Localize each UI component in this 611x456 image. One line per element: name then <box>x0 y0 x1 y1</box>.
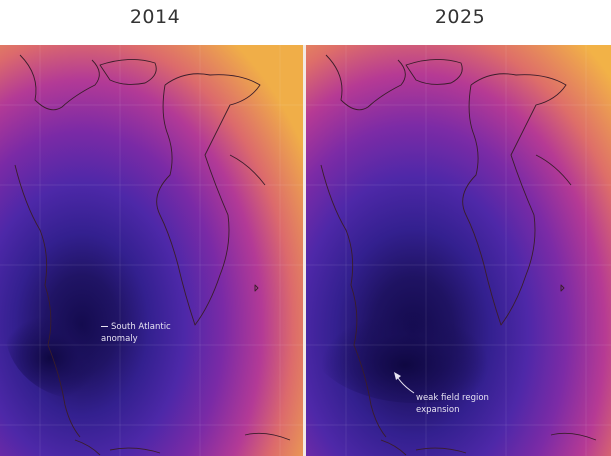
map-panel-2014 <box>0 45 303 456</box>
panel-divider <box>303 45 306 456</box>
map-panel-2025 <box>306 45 611 456</box>
annotation-dash <box>101 326 108 327</box>
coastlines <box>14 54 291 456</box>
annotation-south-atlantic-anomaly: South Atlantic anomaly <box>101 321 201 345</box>
arrowhead-icon <box>394 372 401 380</box>
annotation-line-1: South Atlantic <box>111 322 171 332</box>
annotation-line-2: anomaly <box>101 334 138 344</box>
coastlines <box>320 54 597 456</box>
field-map-2014 <box>0 45 303 456</box>
annotation-line-2: expansion <box>416 405 460 415</box>
field-map-2025 <box>306 45 611 456</box>
annotation-weak-field-expansion: weak field region expansion <box>416 392 516 416</box>
anomaly-core-expanded <box>306 267 526 403</box>
panel-title-2014: 2014 <box>129 6 181 28</box>
graticule <box>306 45 611 456</box>
panel-title-2025: 2025 <box>434 6 486 28</box>
anomaly-core <box>5 260 165 400</box>
graticule <box>0 45 303 456</box>
annotation-line-1: weak field region <box>416 393 489 403</box>
